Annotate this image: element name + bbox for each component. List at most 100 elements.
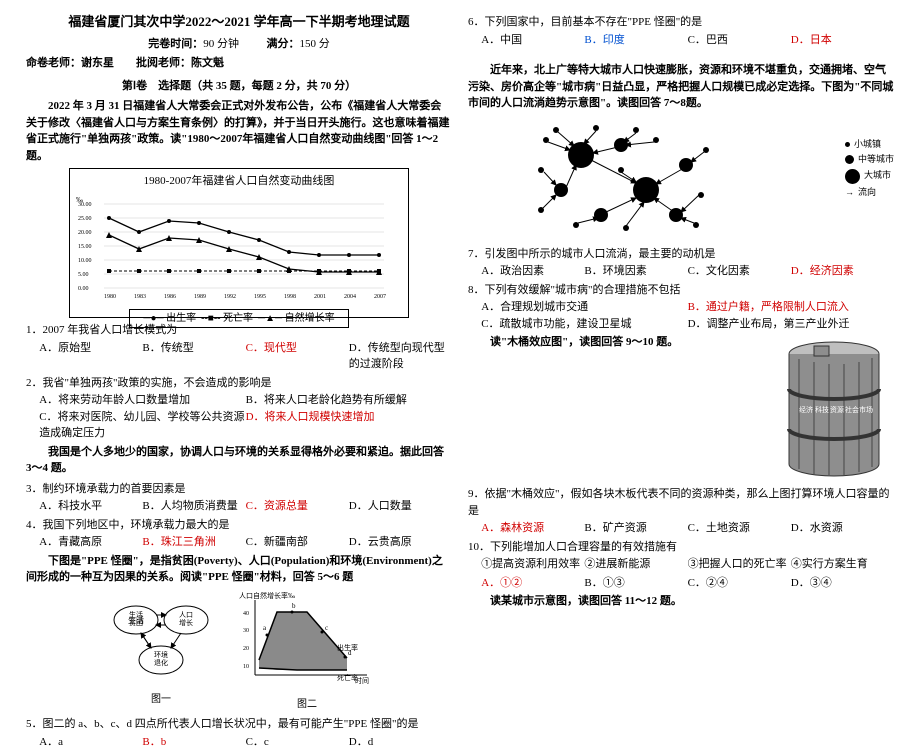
q10-D: D．③④ bbox=[791, 575, 894, 592]
svg-text:10: 10 bbox=[243, 664, 249, 670]
chart1-svg: ‰ 30.00 25.00 20.00 15.00 10.00 5.00 0.0… bbox=[74, 192, 394, 302]
q5-D: D．d bbox=[349, 734, 452, 750]
q10-o2: ②进展新能源 bbox=[584, 556, 687, 573]
time-label: 完卷时间： bbox=[148, 38, 203, 50]
q3-C: C．资源总量 bbox=[246, 498, 349, 515]
q7-C: C．文化因素 bbox=[688, 263, 791, 280]
q1-D: D．传统型向现代型的过渡阶段 bbox=[349, 340, 452, 373]
q9-A: A．森林资源 bbox=[481, 520, 584, 537]
chart1-title: 1980-2007年福建省人口自然变动曲线图 bbox=[74, 173, 404, 190]
q1-options: A．原始型 B．传统型 C．现代型 D．传统型向现代型的过渡阶段 bbox=[39, 340, 452, 373]
svg-text:科技: 科技 bbox=[815, 405, 829, 414]
q3-stem: 3．制约环境承载力的首要因素是 bbox=[26, 481, 452, 498]
q4-B: B．珠江三角洲 bbox=[142, 534, 245, 551]
q4-D: D．云贵高原 bbox=[349, 534, 452, 551]
graph2-label: 图二 bbox=[237, 697, 377, 712]
chart1-legend: ─●─ 出生率 --■-- 死亡率 ─▲─ 自然增长率 bbox=[129, 309, 349, 328]
svg-text:1983: 1983 bbox=[134, 294, 146, 300]
q7-A: A．政治因素 bbox=[481, 263, 584, 280]
legend-big: 大城市 bbox=[845, 169, 894, 184]
svg-text:10.00: 10.00 bbox=[78, 258, 92, 264]
svg-text:经济: 经济 bbox=[799, 405, 813, 414]
q7-D: D．经济因素 bbox=[791, 263, 894, 280]
q10-subs: ①提高资源利用效率 ②进展新能源 ③把握人口的死亡率 ④实行方案生育 bbox=[481, 556, 894, 573]
svg-text:b: b bbox=[292, 602, 296, 610]
svg-text:15.00: 15.00 bbox=[78, 244, 92, 250]
q10-A: A．①② bbox=[481, 575, 584, 592]
q10-o4: ④实行方案生育 bbox=[791, 556, 894, 573]
q5-options: A．a B．b C．c D．d bbox=[39, 734, 452, 750]
svg-text:贫困: 贫困 bbox=[129, 618, 143, 627]
part1-heading: 第Ⅰ卷 选择题（共 35 题，每题 2 分，共 70 分） bbox=[26, 78, 452, 95]
q1-B: B．传统型 bbox=[142, 340, 245, 373]
svg-text:人口: 人口 bbox=[179, 611, 193, 619]
teachers-line: 命卷老师：谢东星 批阅老师：陈文魁 bbox=[26, 55, 452, 72]
q3-A: A．科技水平 bbox=[39, 498, 142, 515]
svg-text:生活: 生活 bbox=[129, 610, 143, 619]
svg-text:2001: 2001 bbox=[314, 294, 326, 300]
q9-D: D．水资源 bbox=[791, 520, 894, 537]
flow-diagram-svg bbox=[526, 120, 786, 240]
q7-stem: 7．引发图中所示的城市人口流淌，最主要的动机是 bbox=[468, 246, 894, 263]
svg-text:1992: 1992 bbox=[224, 294, 236, 300]
svg-text:市场: 市场 bbox=[859, 405, 873, 414]
q4-A: A．青藏高原 bbox=[39, 534, 142, 551]
q8-options: A．合理规划城市交通 B．通过户籍，严格限制人口流入 C．疏散城市功能，建设卫星… bbox=[481, 299, 894, 332]
q2-A: A．将来劳动年龄人口数量增加 bbox=[39, 392, 245, 409]
q9-stem: 9．依据"木桶效应"，假如各块木板代表不同的资源种类，那么上图打算环境人口容量的… bbox=[468, 486, 894, 519]
q3-D: D．人口数量 bbox=[349, 498, 452, 515]
q10-options: A．①② B．①③ C．②④ D．③④ bbox=[481, 575, 894, 592]
svg-text:30: 30 bbox=[243, 628, 249, 634]
q6-A: A．中国 bbox=[481, 32, 584, 49]
q10-o1: ①提高资源利用效率 bbox=[481, 556, 584, 573]
q4-options: A．青藏高原 B．珠江三角洲 C．新疆南部 D．云贵高原 bbox=[39, 534, 452, 551]
q8-A: A．合理规划城市交通 bbox=[481, 299, 687, 316]
q8-stem: 8．下列有效缓解"城市病"的合理措施不包括 bbox=[468, 282, 894, 299]
svg-text:时间: 时间 bbox=[355, 676, 369, 685]
q7-B: B．环境因素 bbox=[584, 263, 687, 280]
q4-stem: 4．我国下列地区中，环境承载力最大的是 bbox=[26, 517, 452, 534]
q10-stem: 10．下列能增加人口合理容量的有效措施有 bbox=[468, 539, 894, 556]
q2-stem: 2．我省"单独两孩"政策的实施，不会造成的影响是 bbox=[26, 375, 452, 392]
svg-text:人口自然增长率‰: 人口自然增长率‰ bbox=[239, 591, 295, 600]
graph2-svg: 人口自然增长率‰ 4030 2010 出生率 死亡率 a b c d 时间 bbox=[237, 590, 377, 690]
svg-text:a: a bbox=[263, 624, 267, 632]
svg-text:2004: 2004 bbox=[344, 294, 356, 300]
svg-text:0.00: 0.00 bbox=[78, 286, 89, 292]
svg-text:5.00: 5.00 bbox=[78, 272, 89, 278]
svg-text:d: d bbox=[348, 649, 352, 657]
q2-C: C．将来对医院、幼儿园、学校等公共资源造成确定压力 bbox=[39, 409, 245, 442]
svg-text:1980: 1980 bbox=[104, 294, 116, 300]
flow-legend: 小城镇 中等城市 大城市 →流向 bbox=[845, 136, 894, 202]
q6-C: C．巴西 bbox=[688, 32, 791, 49]
q9-options: A．森林资源 B．矿产资源 C．土地资源 D．水资源 bbox=[481, 520, 894, 537]
svg-text:社会: 社会 bbox=[845, 405, 859, 414]
intro-56: 下图是"PPE 怪圈"，是指贫困(Poverty)、人口(Population)… bbox=[26, 553, 452, 586]
score-label: 满分： bbox=[267, 38, 300, 50]
q9-B: B．矿产资源 bbox=[584, 520, 687, 537]
intro-78: 近年来，北上广等特大城市人口快速膨胀，资源和环境不堪重负，交通拥堵、空气污染、房… bbox=[468, 62, 894, 112]
score-value: 150 分 bbox=[300, 38, 330, 50]
q1-C: C．现代型 bbox=[246, 340, 349, 373]
svg-text:退化: 退化 bbox=[154, 658, 168, 667]
chart1: 1980-2007年福建省人口自然变动曲线图 ‰ 30.00 25.00 20.… bbox=[69, 168, 409, 318]
q2-B: B．将来人口老龄化趋势有所缓解 bbox=[246, 392, 452, 409]
svg-text:c: c bbox=[325, 624, 328, 632]
q9-C: C．土地资源 bbox=[688, 520, 791, 537]
q8-B: B．通过户籍，严格限制人口流入 bbox=[688, 299, 894, 316]
barrel-diagram: 经济 科技 资源 社会 市场 bbox=[774, 334, 894, 484]
legend-small: 小城镇 bbox=[845, 138, 894, 152]
q5-B: B．b bbox=[142, 734, 245, 750]
q6-B: B．印度 bbox=[584, 32, 687, 49]
svg-text:1989: 1989 bbox=[194, 294, 206, 300]
q5-A: A．a bbox=[39, 734, 142, 750]
q3-options: A．科技水平 B．人均物质消费量 C．资源总量 D．人口数量 bbox=[39, 498, 452, 515]
q3-B: B．人均物质消费量 bbox=[142, 498, 245, 515]
q6-options: A．中国 B．印度 C．巴西 D．日本 bbox=[481, 32, 894, 49]
svg-text:20.00: 20.00 bbox=[78, 230, 92, 236]
q2-D: D．将来人口规模快速增加 bbox=[246, 409, 452, 442]
q7-options: A．政治因素 B．环境因素 C．文化因素 D．经济因素 bbox=[481, 263, 894, 280]
q4-C: C．新疆南部 bbox=[246, 534, 349, 551]
svg-text:增长: 增长 bbox=[179, 618, 193, 627]
svg-text:1995: 1995 bbox=[254, 294, 266, 300]
